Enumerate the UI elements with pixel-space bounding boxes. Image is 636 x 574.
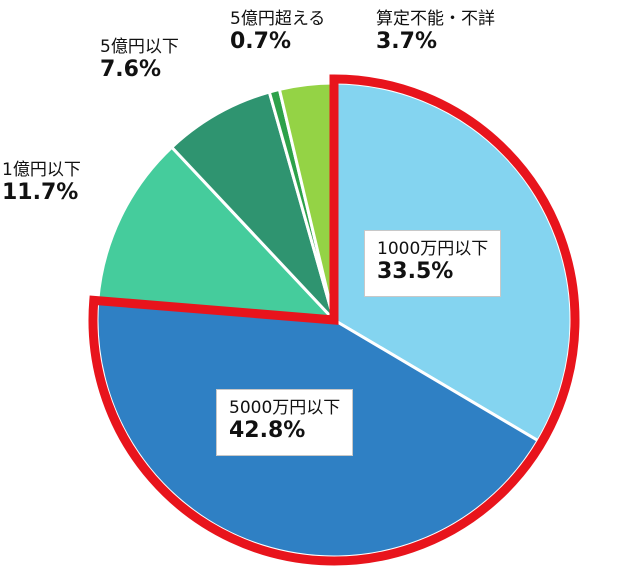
slice-label-5oku: 5億円以下 7.6% bbox=[100, 37, 179, 84]
pie-slice-2 bbox=[96, 145, 338, 322]
slice-percent: 3.7% bbox=[376, 29, 438, 55]
slice-percent: 11.7% bbox=[2, 180, 79, 206]
slice-name: 1000万円以下 bbox=[377, 239, 489, 259]
slice-label-1oku: 1億円以下 11.7% bbox=[2, 160, 81, 207]
slice-name: 5000万円以下 bbox=[229, 398, 341, 418]
slice-name: 5億円超える bbox=[230, 9, 326, 29]
slice-label-fumei: 算定不能・不詳 3.7% bbox=[376, 9, 495, 56]
slice-label-1000man: 1000万円以下 33.5% bbox=[364, 230, 502, 297]
slice-percent: 7.6% bbox=[100, 57, 162, 83]
slice-label-5000man: 5000万円以下 42.8% bbox=[216, 389, 354, 456]
slice-label-5oku-over: 5億円超える 0.7% bbox=[230, 9, 325, 56]
slice-percent: 33.5% bbox=[377, 259, 454, 285]
slice-name: 1億円以下 bbox=[2, 160, 81, 180]
pie-slices bbox=[95, 81, 573, 559]
slice-percent: 0.7% bbox=[230, 29, 292, 55]
slice-name: 5億円以下 bbox=[100, 37, 179, 57]
slice-percent: 42.8% bbox=[229, 418, 306, 444]
highlight-outline bbox=[88, 74, 580, 566]
slice-name: 算定不能・不詳 bbox=[376, 9, 495, 29]
pie-slice-3 bbox=[169, 90, 336, 322]
